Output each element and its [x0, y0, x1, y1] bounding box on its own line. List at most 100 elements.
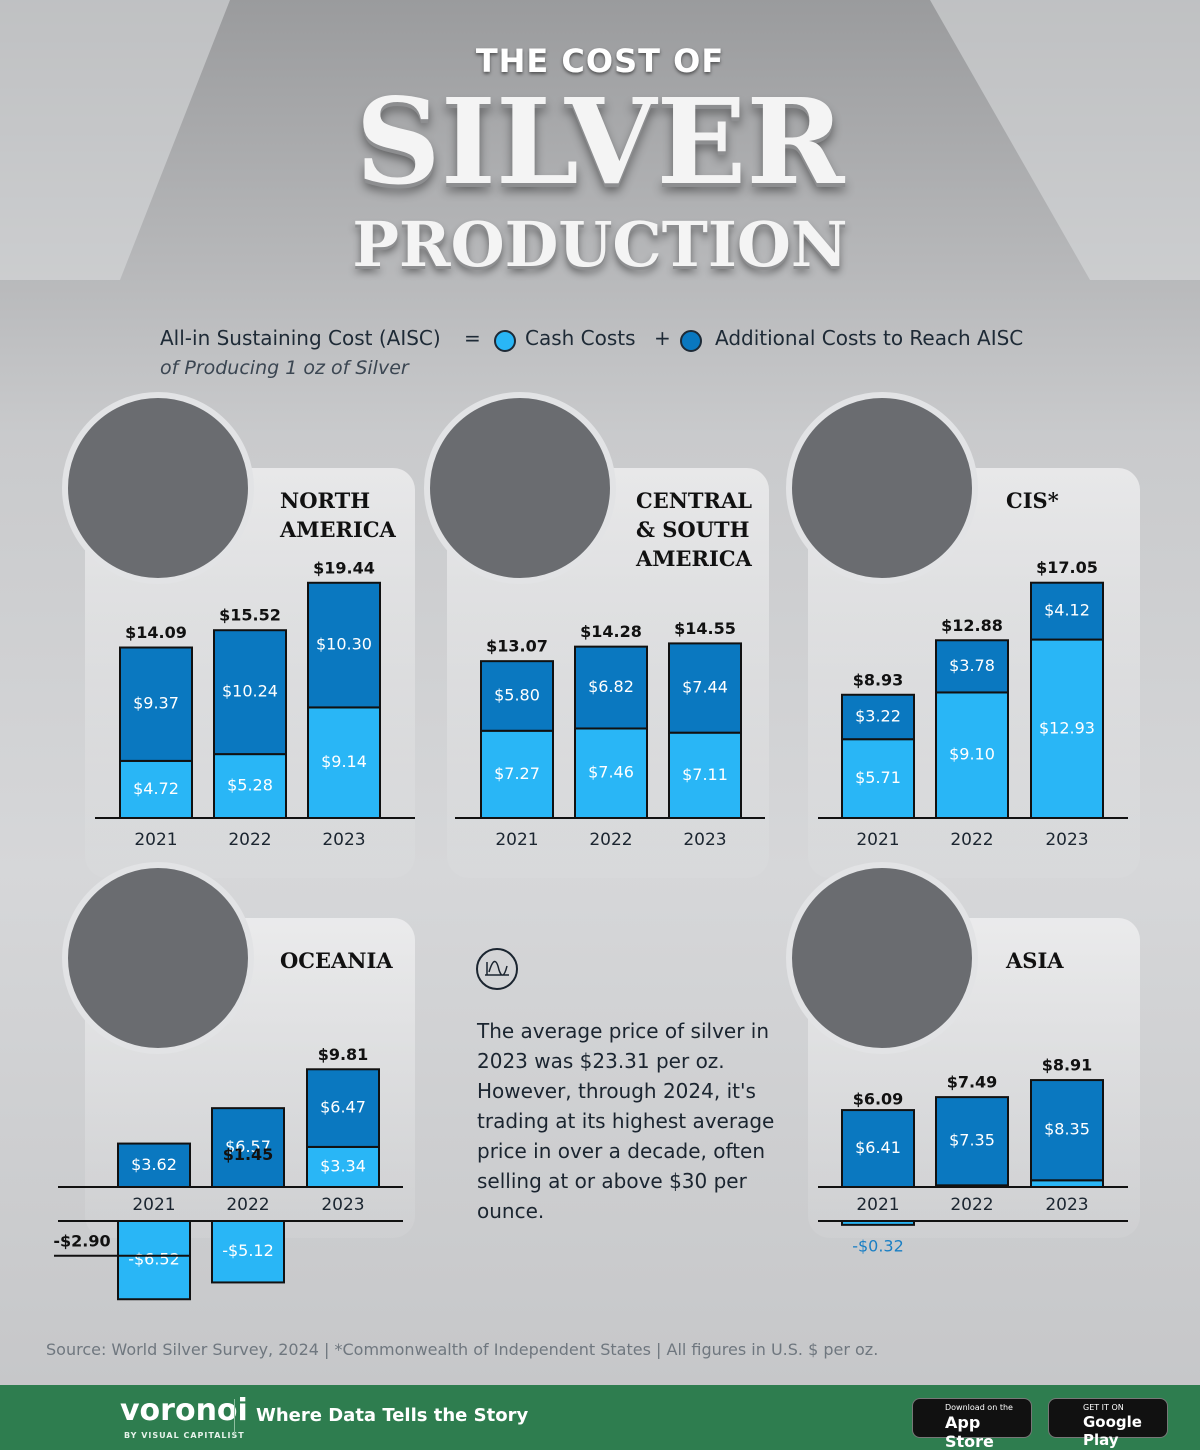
x-tick-label: 2022	[950, 1195, 993, 1215]
legend-op: =	[464, 326, 481, 350]
note: The average price of silver in 2023 was …	[477, 1019, 775, 1223]
value-label: $3.22	[855, 706, 901, 725]
value-label: $7.35	[949, 1131, 995, 1150]
google-play-button[interactable]: GET IT ON Google Play	[1048, 1398, 1168, 1449]
total-label: $7.49	[947, 1073, 998, 1092]
x-tick-label: 2021	[495, 830, 538, 850]
value-label: $4.72	[133, 779, 179, 798]
bar-segment	[935, 639, 1009, 694]
globe	[424, 392, 616, 584]
globe	[62, 862, 254, 1054]
x-tick-label: 2023	[683, 830, 726, 850]
bar-segment	[668, 642, 742, 734]
value-label: $6.41	[855, 1138, 901, 1157]
note-icon	[485, 960, 509, 976]
panel-title: NORTH AMERICA	[280, 488, 396, 542]
bar-segment	[841, 693, 915, 741]
total-label: $6.09	[853, 1089, 904, 1108]
bar-segment	[306, 1068, 380, 1148]
value-label: $5.71	[855, 768, 901, 787]
value-label: $5.28	[227, 776, 273, 795]
brand-sub: BY VISUAL CAPITALIST	[124, 1431, 245, 1440]
globe	[786, 862, 978, 1054]
value-label: $7.44	[682, 678, 728, 697]
value-label: $3.34	[320, 1156, 366, 1175]
total-label: $14.55	[674, 619, 736, 638]
value-label: -$0.32	[852, 1236, 904, 1255]
value-label: $3.78	[949, 656, 995, 675]
brand: voronoi	[120, 1393, 248, 1428]
x-tick-label: 2021	[856, 830, 899, 850]
bevel	[0, 0, 230, 280]
value-label: $7.11	[682, 765, 728, 784]
value-label: $8.35	[1044, 1120, 1090, 1139]
value-label: $6.57	[225, 1137, 271, 1156]
bar-segment	[117, 1220, 191, 1301]
value-label: $12.93	[1039, 718, 1095, 737]
x-tick-label: 2023	[1045, 830, 1088, 850]
bar-segment	[574, 645, 648, 730]
legend-item: Additional Costs to Reach AISC	[715, 326, 1024, 350]
bar-segment	[668, 731, 742, 819]
x-tick-label: 2023	[1045, 1195, 1088, 1215]
value-label: -$5.12	[222, 1241, 274, 1260]
value-label: $5.80	[494, 685, 540, 704]
bar-segment	[306, 1145, 380, 1189]
value-label: $6.47	[320, 1098, 366, 1117]
source: Source: World Silver Survey, 2024 | *Com…	[46, 1340, 879, 1359]
bevel	[930, 0, 1200, 280]
total-label: $17.05	[1036, 558, 1098, 577]
panel-title: OCEANIA	[280, 948, 393, 973]
x-tick-label: 2022	[950, 830, 993, 850]
total-label: $15.52	[219, 606, 281, 625]
x-tick-label: 2021	[132, 1195, 175, 1215]
tagline: Where Data Tells the Story	[256, 1405, 529, 1426]
value-label: $10.30	[316, 635, 372, 654]
bar-segment	[480, 729, 554, 820]
bar-segment	[307, 706, 381, 820]
bar-segment	[574, 727, 648, 819]
value-label: -$6.52	[128, 1250, 180, 1269]
title: PRODUCTION	[352, 208, 848, 281]
value-label: $9.10	[949, 745, 995, 764]
bar-segment	[211, 1220, 285, 1284]
x-tick-label: 2023	[321, 1195, 364, 1215]
globe	[62, 392, 254, 584]
value-label: $7.27	[494, 764, 540, 783]
bar-segment	[1030, 1079, 1104, 1182]
panel-title: CIS*	[1006, 488, 1059, 513]
legend-op: +	[654, 326, 671, 350]
total-label: $14.09	[125, 623, 187, 642]
total-label: $8.93	[853, 670, 904, 689]
globes	[62, 392, 978, 1054]
bar-segment	[213, 629, 287, 756]
bar-segment	[1030, 1179, 1104, 1189]
button-caption: GET IT ON	[1083, 1403, 1124, 1412]
app-store-button[interactable]: Download on the App Store	[912, 1398, 1032, 1450]
panel-title: CENTRAL & SOUTH AMERICA	[636, 488, 753, 571]
button-caption: Download on the	[945, 1403, 1013, 1412]
panel-title: ASIA	[1006, 948, 1064, 973]
value-label: $3.62	[131, 1155, 177, 1174]
total-label: $14.28	[580, 622, 642, 641]
x-tick-label: 2023	[322, 830, 365, 850]
bar-segment	[307, 581, 381, 709]
value-label: $9.14	[321, 752, 367, 771]
kicker: THE COST OF	[475, 42, 725, 80]
bar-segment	[119, 646, 193, 762]
total-label: $12.88	[941, 616, 1003, 635]
bar-segment	[1030, 581, 1104, 641]
title: SILVER	[355, 72, 845, 211]
divider	[234, 1399, 235, 1437]
button-label: App Store	[945, 1413, 994, 1450]
bar-segment	[935, 1096, 1009, 1187]
legend-item: Cash Costs	[525, 326, 636, 350]
x-tick-label: 2021	[856, 1195, 899, 1215]
total-label: $1.45	[223, 1145, 274, 1164]
x-tick-label: 2022	[589, 830, 632, 850]
button-label: Google Play	[1083, 1413, 1142, 1449]
total-label: $13.07	[486, 637, 548, 656]
x-tick-label: 2022	[228, 830, 271, 850]
total-label: $19.44	[313, 558, 375, 577]
